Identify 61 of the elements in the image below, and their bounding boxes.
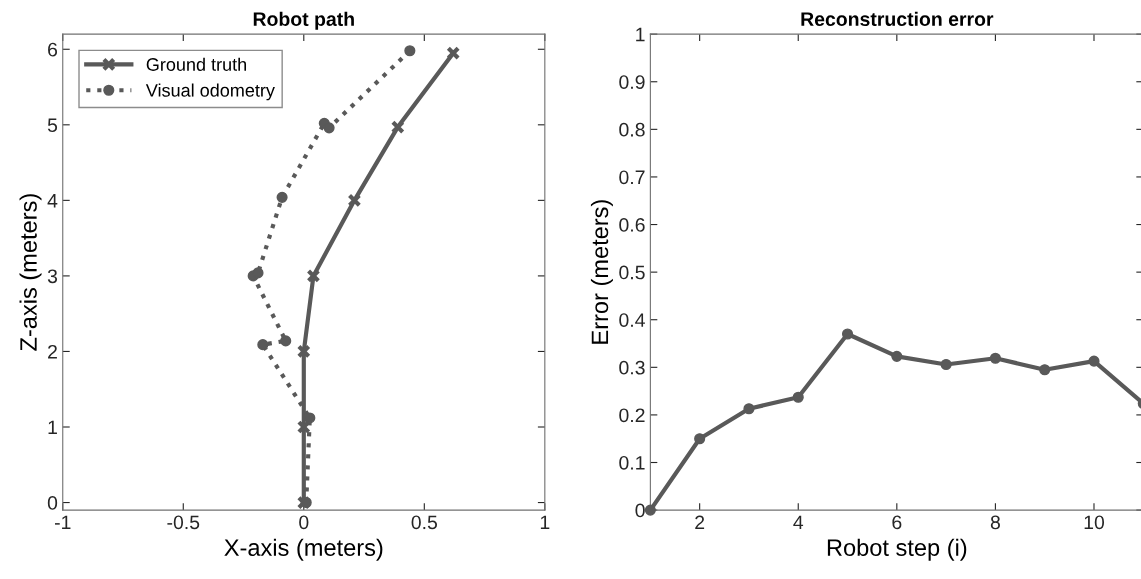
point <box>347 193 362 208</box>
y-tick-label: 0.4 <box>619 313 645 327</box>
x-tick-label: 8 <box>990 515 1000 530</box>
point <box>276 191 288 203</box>
y-tick-label: 6 <box>48 42 58 57</box>
y-tick-label: 0.1 <box>619 455 645 470</box>
y-axis-title: Z-axis (meters) <box>19 194 42 351</box>
point <box>300 496 312 509</box>
y-tick-label: 1 <box>48 420 57 435</box>
x-tick-label: -0.5 <box>167 515 200 530</box>
point <box>280 335 292 347</box>
x-tick-label: 0 <box>299 515 309 530</box>
y-axis-title: Error (meters) <box>590 200 613 344</box>
point <box>296 420 311 434</box>
y-tick-label: 0.2 <box>619 408 645 423</box>
y-tick-label: 0.5 <box>619 265 645 280</box>
x-axis-title: X-axis (meters) <box>224 538 383 561</box>
x-tick-label: 6 <box>892 515 902 530</box>
y-tick-label: 5 <box>47 118 58 133</box>
y-tick-label: 0.7 <box>619 170 645 185</box>
y-tick-label: 0.8 <box>619 122 645 137</box>
point <box>743 403 755 415</box>
point <box>296 344 311 359</box>
point <box>1039 364 1051 376</box>
y-tick-label: 0 <box>47 496 58 510</box>
point <box>940 358 952 371</box>
y-tick-label: 0.9 <box>619 75 645 89</box>
point <box>792 391 804 403</box>
point <box>1088 355 1100 367</box>
point <box>304 412 316 424</box>
legend-label: Ground truth <box>146 57 247 71</box>
point <box>694 433 706 445</box>
y-tick-label: 0.6 <box>619 218 645 232</box>
point <box>644 504 656 516</box>
point <box>390 120 405 135</box>
x-tick-label: 2 <box>695 515 705 530</box>
y-tick-label: 3 <box>47 269 58 284</box>
point <box>891 350 903 362</box>
y-tick-label: 1 <box>636 27 645 42</box>
x-tick-label: 10 <box>1084 515 1105 530</box>
point <box>252 267 264 279</box>
chart-title: Reconstruction error <box>801 11 994 27</box>
point <box>446 46 461 60</box>
point <box>257 339 269 351</box>
x-tick-label: -1 <box>54 515 71 530</box>
x-tick-label: 4 <box>793 515 804 530</box>
y-tick-label: 0.3 <box>619 360 645 375</box>
chart-title: Robot path <box>253 11 354 30</box>
y-tick-label: 4 <box>47 194 58 208</box>
point <box>404 45 416 57</box>
legend-label: Visual odometry <box>145 83 275 101</box>
y-tick-label: 2 <box>48 344 57 359</box>
y-tick-label: 0 <box>635 503 645 518</box>
point <box>989 352 1001 364</box>
point <box>323 122 335 134</box>
x-axis-title: Robot step (i) <box>827 538 967 561</box>
point <box>841 328 854 340</box>
x-tick-label: 0.5 <box>411 515 438 530</box>
point <box>296 495 311 510</box>
x-tick-label: 1 <box>540 515 550 530</box>
point <box>306 268 321 283</box>
